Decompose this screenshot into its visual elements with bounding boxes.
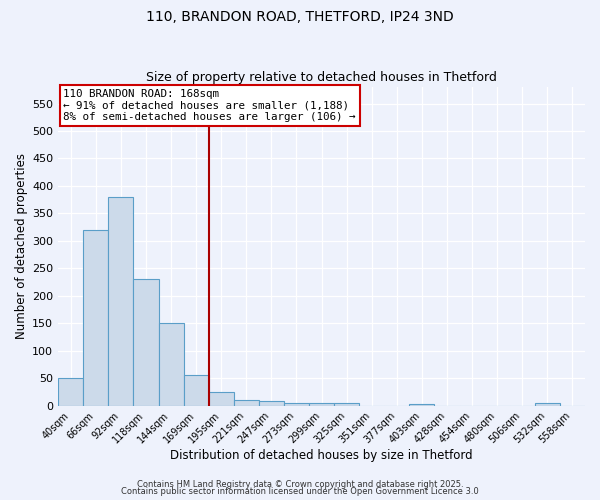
Bar (158, 323, 184, 406)
Bar (234, 400, 259, 406)
Bar (535, 403, 560, 406)
Text: Contains HM Land Registry data © Crown copyright and database right 2025.: Contains HM Land Registry data © Crown c… (137, 480, 463, 489)
Bar (334, 403, 359, 406)
Bar (259, 401, 284, 406)
Y-axis label: Number of detached properties: Number of detached properties (15, 154, 28, 340)
Bar (133, 280, 158, 406)
Bar (184, 376, 209, 406)
Bar (309, 403, 334, 406)
Bar (284, 404, 309, 406)
Bar (83, 230, 109, 406)
X-axis label: Distribution of detached houses by size in Thetford: Distribution of detached houses by size … (170, 450, 473, 462)
Text: 110 BRANDON ROAD: 168sqm
← 91% of detached houses are smaller (1,188)
8% of semi: 110 BRANDON ROAD: 168sqm ← 91% of detach… (64, 88, 356, 122)
Bar (109, 197, 133, 406)
Bar (409, 404, 434, 406)
Bar (58, 378, 83, 406)
Bar (209, 392, 234, 406)
Text: 110, BRANDON ROAD, THETFORD, IP24 3ND: 110, BRANDON ROAD, THETFORD, IP24 3ND (146, 10, 454, 24)
Title: Size of property relative to detached houses in Thetford: Size of property relative to detached ho… (146, 72, 497, 85)
Text: Contains public sector information licensed under the Open Government Licence 3.: Contains public sector information licen… (121, 488, 479, 496)
